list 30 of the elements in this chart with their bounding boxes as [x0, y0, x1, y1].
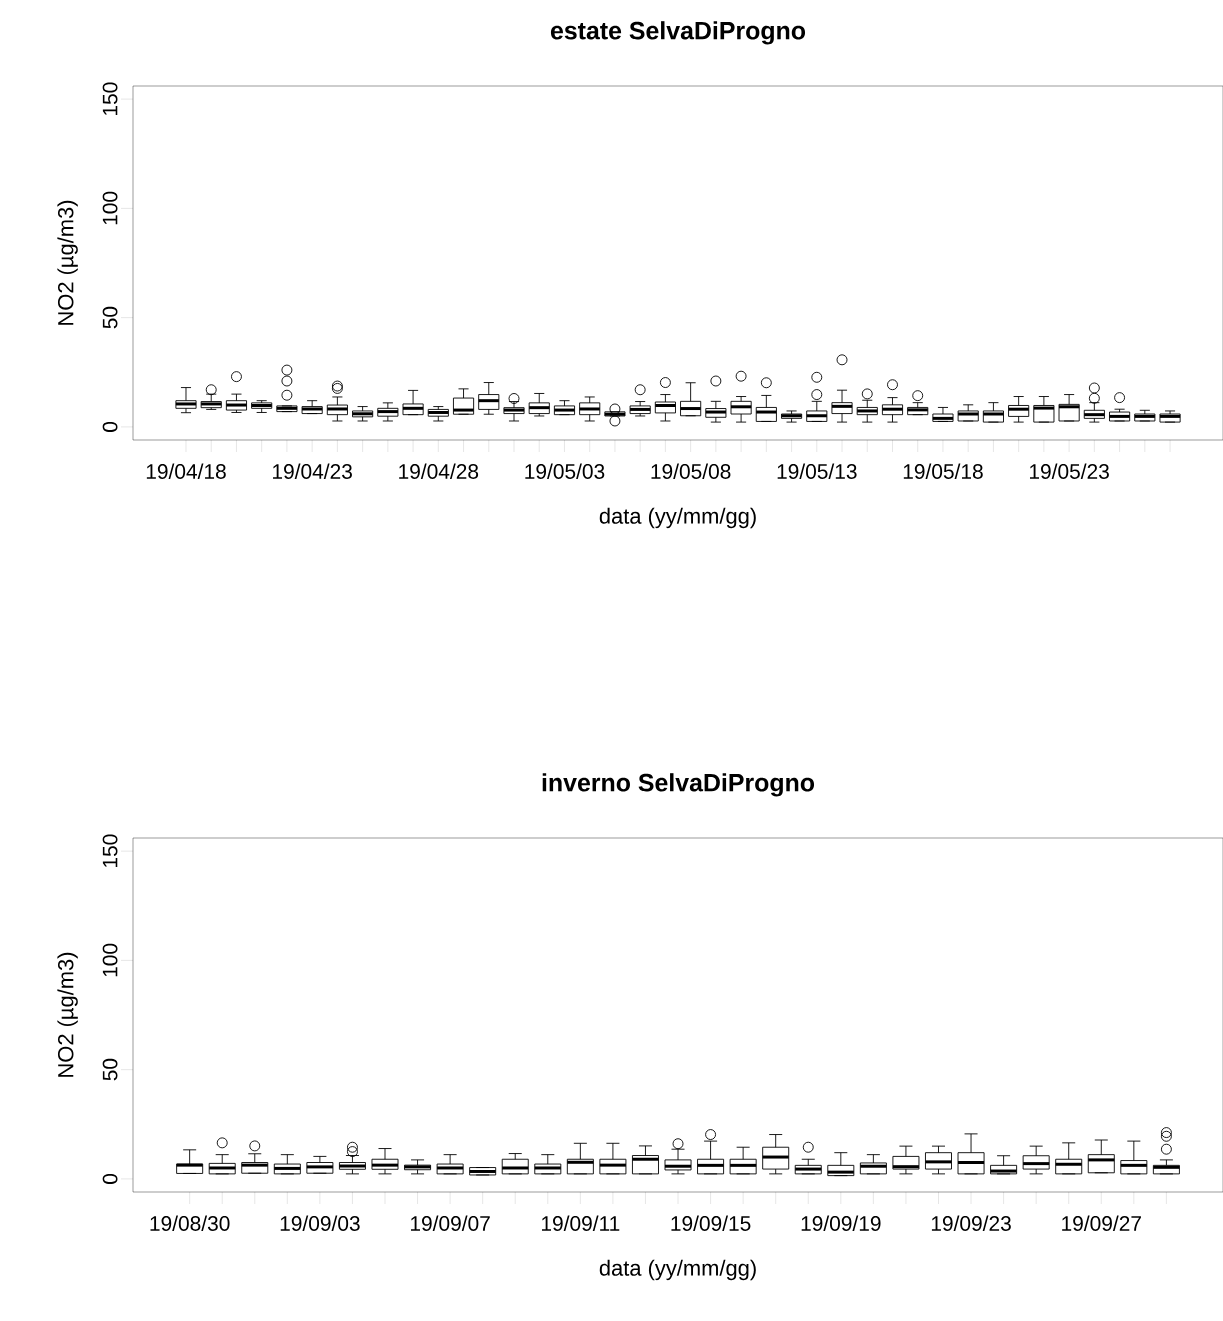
chart-title: inverno SelvaDiProgno: [542, 773, 815, 797]
y-tick-label: 50: [102, 306, 118, 329]
x-tick-label: 19/05/13: [777, 463, 857, 479]
y-tick-label: 0: [102, 1173, 118, 1184]
chart-title: estate SelvaDiProgno: [550, 21, 806, 45]
y-tick-label: 0: [102, 421, 118, 432]
y-tick-label: 100: [102, 191, 118, 225]
x-tick-label: 19/04/23: [273, 463, 352, 479]
x-tick-label: 19/05/18: [903, 463, 983, 479]
y-tick-label: 50: [102, 1058, 118, 1081]
y-tick-label: 100: [102, 943, 118, 977]
y-tick-label: 150: [102, 834, 118, 867]
x-tick-label: 19/09/19: [801, 1215, 881, 1231]
x-tick-label: 19/05/03: [525, 463, 605, 479]
y-tick-label: 150: [102, 82, 118, 115]
x-axis-title: data (yy/mm/gg): [599, 1259, 756, 1281]
x-tick-label: 19/09/11: [542, 1215, 620, 1231]
y-axis-title: NO2 (µg/m3): [57, 952, 78, 1077]
x-tick-label: 19/09/27: [1062, 1215, 1141, 1231]
x-tick-label: 19/09/23: [931, 1215, 1011, 1231]
x-axis-title: data (yy/mm/gg): [599, 507, 756, 529]
x-tick-label: 19/09/07: [410, 1215, 490, 1231]
y-axis-title: NO2 (µg/m3): [57, 200, 78, 325]
x-tick-label: 19/04/18: [146, 463, 226, 479]
x-tick-label: 19/05/23: [1029, 463, 1109, 479]
x-tick-label: 19/04/28: [399, 463, 479, 479]
x-tick-label: 19/09/15: [671, 1215, 751, 1231]
x-tick-label: 19/08/30: [150, 1215, 230, 1231]
x-tick-label: 19/09/03: [280, 1215, 360, 1231]
x-tick-label: 19/05/08: [651, 463, 731, 479]
